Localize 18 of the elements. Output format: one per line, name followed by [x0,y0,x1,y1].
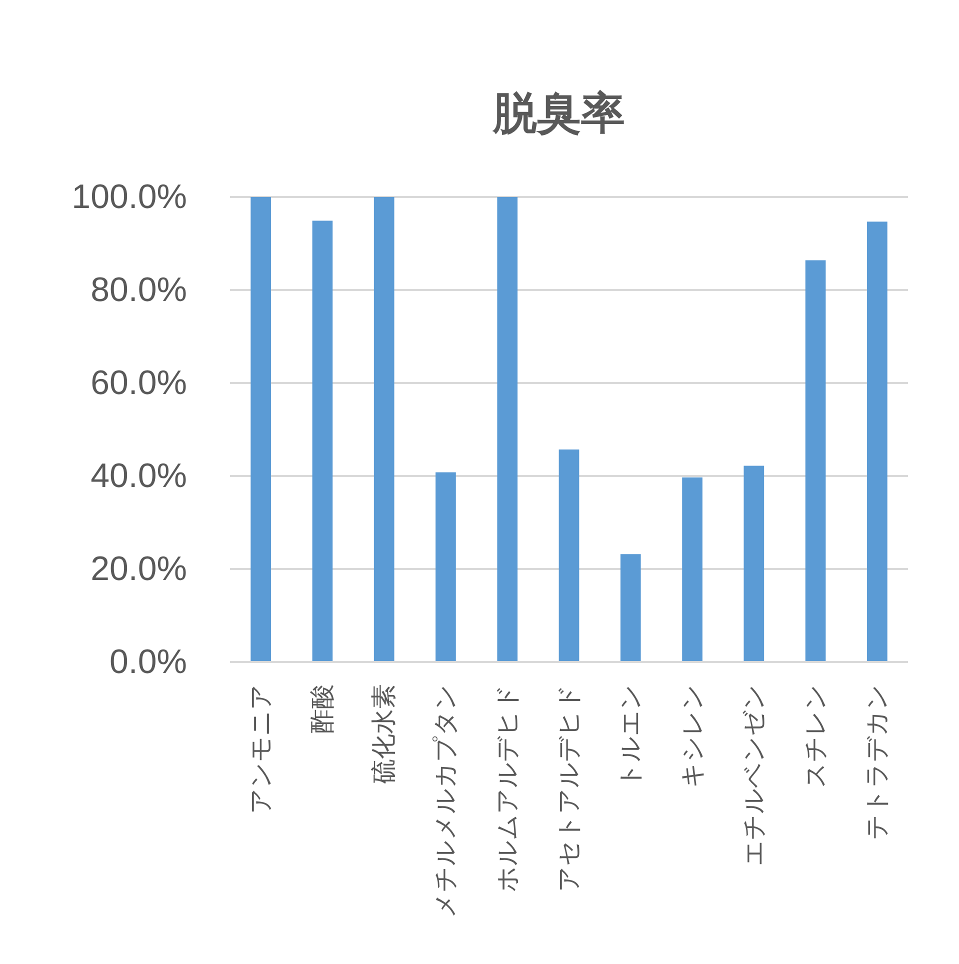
xtick: キシレン [678,684,706,788]
xtick: アセトアルデヒド [555,684,583,892]
xtick: トルエン [616,684,645,788]
title: 脱臭率 [493,89,625,138]
ytick: 40.0% [90,457,187,495]
xtick: スチレン [802,684,830,788]
xtick: 硫化水素 [370,684,398,784]
xtick: メチルメルカプタン [432,684,460,918]
xtick: エチルベンゼン [740,684,768,866]
xtick: ホルムアルデヒド [493,684,522,892]
ytick: 100.0% [72,178,187,216]
ytick: 20.0% [90,550,187,588]
ytick: 80.0% [90,271,187,309]
xtick: アンモニア [246,684,275,814]
ytick: 60.0% [90,364,187,402]
xtick: テトラデカン [863,684,892,840]
xtick: 酢酸 [308,684,336,734]
ytick: 0.0% [110,643,187,681]
